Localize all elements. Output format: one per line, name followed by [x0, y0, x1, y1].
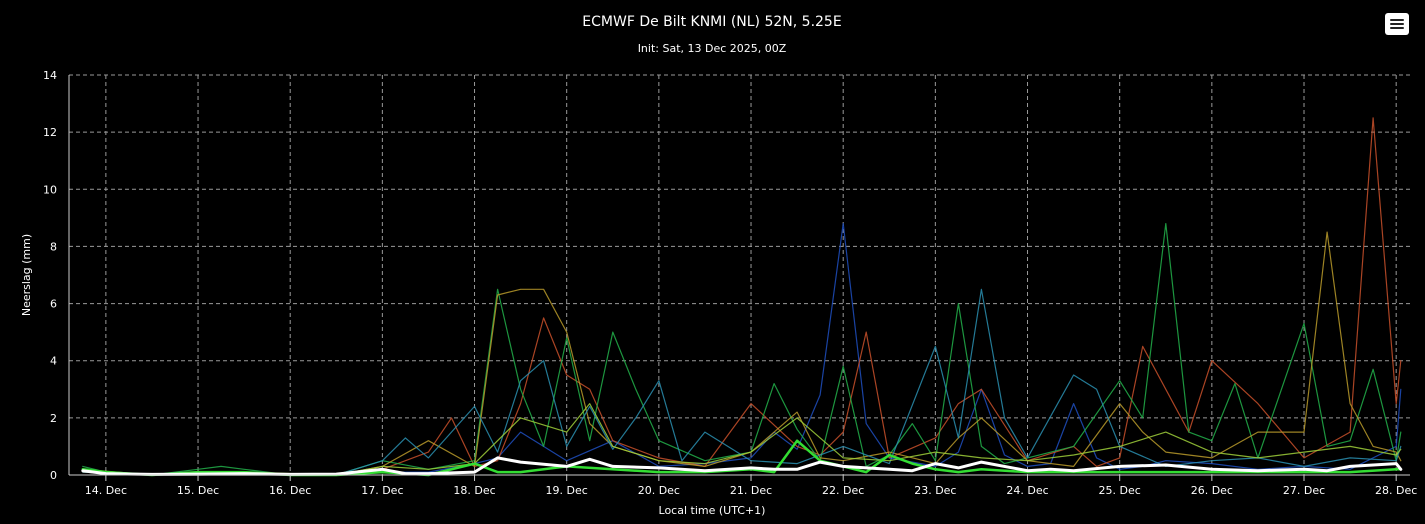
series-line-3 — [82, 231, 1402, 476]
menu-bar — [1390, 23, 1404, 25]
x-tick-label: 21. Dec — [730, 484, 772, 497]
x-tick-label: 25. Dec — [1099, 484, 1141, 497]
x-tick-label: 14. Dec — [85, 484, 127, 497]
x-tick-label: 24. Dec — [1006, 484, 1048, 497]
x-tick-label: 15. Dec — [177, 484, 219, 497]
y-tick-label: 4 — [50, 355, 57, 368]
series-line-5 — [82, 403, 1402, 476]
x-axis-title: Local time (UTC+1) — [659, 504, 766, 517]
chart-title: ECMWF De Bilt KNMI (NL) 52N, 5.25E — [582, 14, 841, 30]
x-tick-label: 17. Dec — [361, 484, 403, 497]
grid — [69, 74, 1410, 475]
y-tick-label: 14 — [43, 69, 57, 82]
x-tick-label: 27. Dec — [1283, 484, 1325, 497]
axes: 0 2 4 6 8 10 12 14 14. Dec 15. Dec 16. Dec 17. Dec 1… — [43, 69, 1417, 497]
y-tick-label: 8 — [50, 240, 57, 253]
x-tick-label: 16. Dec — [269, 484, 311, 497]
series-line-mean — [81, 456, 1403, 476]
y-tick-label: 12 — [43, 126, 57, 139]
y-tick-label: 0 — [50, 469, 57, 482]
y-axis-title: Neerslag (mm) — [20, 234, 33, 316]
x-tick-label: 26. Dec — [1191, 484, 1233, 497]
menu-bar — [1390, 19, 1404, 21]
menu-bar — [1390, 27, 1404, 29]
y-tick-label: 2 — [50, 412, 57, 425]
series-line-1 — [82, 117, 1402, 476]
x-tick-label: 18. Dec — [453, 484, 495, 497]
menu-hamburger-icon[interactable] — [1385, 13, 1409, 35]
x-tick-label: 28. Dec — [1375, 484, 1417, 497]
y-tick-label: 6 — [50, 298, 57, 311]
y-tick-label: 10 — [43, 183, 57, 196]
x-tick-label: 20. Dec — [638, 484, 680, 497]
x-tick-label: 23. Dec — [914, 484, 956, 497]
chart-subtitle: Init: Sat, 13 Dec 2025, 00Z — [638, 42, 787, 55]
x-tick-label: 19. Dec — [546, 484, 588, 497]
x-tick-label: 22. Dec — [822, 484, 864, 497]
